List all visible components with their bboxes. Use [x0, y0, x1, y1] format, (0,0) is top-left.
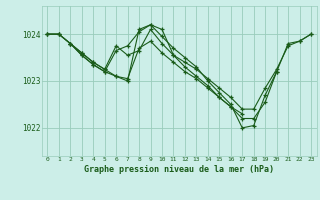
X-axis label: Graphe pression niveau de la mer (hPa): Graphe pression niveau de la mer (hPa) — [84, 165, 274, 174]
